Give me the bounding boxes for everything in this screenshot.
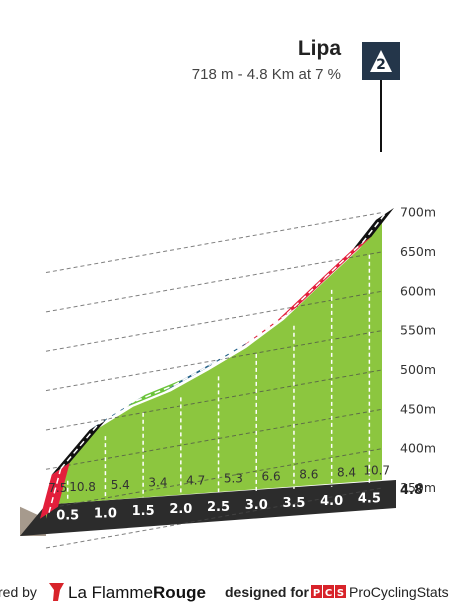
altitude-gridline — [45, 487, 383, 549]
distance-label: 0.5 — [56, 508, 79, 523]
segment-gradient-label: 10.7 — [363, 464, 390, 478]
total-distance-label: 4.8 — [400, 483, 423, 498]
distance-label: 4.5 — [358, 492, 381, 507]
distance-label: 4.0 — [320, 494, 343, 509]
segment-gradient-label: 4.7 — [186, 474, 205, 488]
pcs-box-s — [335, 585, 346, 598]
segment-gradient-label: 10.8 — [69, 480, 96, 494]
altitude-tick-label: 500m — [400, 362, 436, 377]
altitude-tick-label: 600m — [400, 283, 436, 298]
distance-label: 2.5 — [207, 500, 230, 515]
altitude-gridline — [45, 330, 383, 392]
road-segment — [277, 271, 334, 320]
pcs-letter-p: P — [313, 588, 320, 599]
road-centerline — [48, 468, 62, 513]
altitude-tick-label: 450m — [400, 401, 436, 416]
road-centerline — [286, 277, 326, 315]
pcs-box-p — [311, 585, 322, 598]
segment-gradient-label: 7.5 — [48, 481, 67, 495]
road-segment — [353, 207, 394, 249]
pcs-name: ProCyclingStats — [349, 584, 449, 600]
altitude-tick-label: 650m — [400, 244, 436, 259]
distance-label: 3.5 — [282, 496, 305, 511]
pcs-box-c — [323, 585, 334, 598]
climb-title: Lipa — [298, 37, 341, 60]
altitude-gridline — [45, 408, 383, 470]
powered-by-text: red by — [0, 584, 37, 600]
distance-label: 1.5 — [132, 504, 155, 519]
altitude-tick-label: 700m — [400, 205, 436, 220]
road-centerline — [211, 341, 250, 366]
altitude-gridline — [45, 251, 383, 313]
segment-gradient-label: 8.4 — [337, 465, 356, 479]
pcs-letter-s: S — [337, 588, 344, 599]
altitude-gridline — [45, 369, 383, 431]
category-number: 2 — [376, 57, 386, 73]
altitude-tick-label: 350m — [400, 480, 436, 495]
distance-label: 2.0 — [169, 502, 192, 517]
segment-gradient-label: 3.4 — [148, 476, 167, 490]
altitude-tick-label: 550m — [400, 323, 436, 338]
altitude-gridline — [45, 290, 383, 352]
road-centerline — [248, 313, 288, 343]
category-badge: 2 — [362, 42, 400, 152]
distance-label: 1.0 — [94, 506, 117, 521]
climb-area — [46, 219, 382, 519]
road-segment — [51, 418, 108, 475]
road-centerline — [173, 363, 212, 386]
altitude-gridline — [45, 448, 383, 510]
pcs-letter-c: C — [325, 588, 332, 599]
road-centerline — [135, 384, 175, 402]
segment-gradient-label: 6.6 — [262, 469, 281, 483]
segment-gradient-label: 8.6 — [299, 467, 318, 481]
brand-light: La Flamme — [68, 583, 153, 602]
flamme-rouge-icon — [49, 583, 64, 601]
mountain-icon — [370, 50, 392, 72]
segment-gradient-label: 5.3 — [224, 472, 243, 486]
designed-for-text: designed for — [225, 584, 310, 600]
la-flamme-rouge-brand: La FlammeRouge — [68, 583, 206, 602]
altitude-tick-label: 400m — [400, 441, 436, 456]
road-centerline — [361, 213, 386, 244]
segment-gradient-label: 5.4 — [111, 478, 130, 492]
road-centerline — [324, 242, 363, 279]
la-flamme-rouge-logo: La FlammeRouge — [49, 583, 206, 602]
pcs-logo: P C S — [311, 585, 346, 599]
road-centerline — [98, 400, 137, 425]
distance-label: 3.0 — [245, 498, 268, 513]
climb-summary: 718 m - 4.8 Km at 7 % — [192, 66, 341, 83]
distance-band — [20, 480, 396, 536]
brand-bold: Rouge — [153, 583, 206, 602]
altitude-gridline — [45, 212, 383, 274]
